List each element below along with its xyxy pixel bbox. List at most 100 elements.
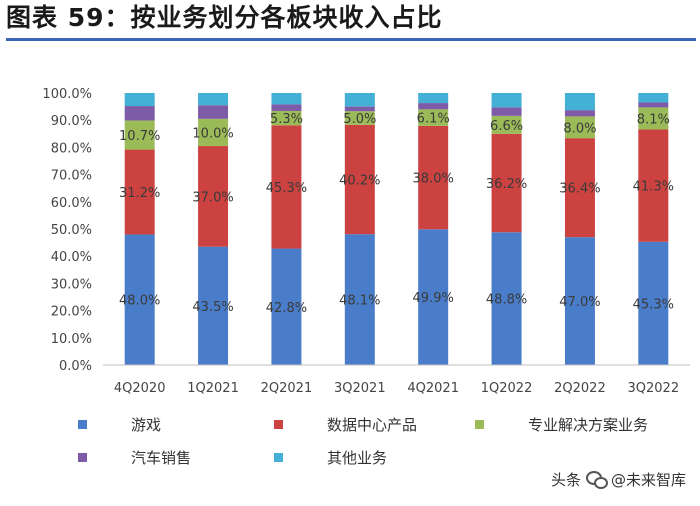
data-label: 10.0% — [192, 126, 233, 141]
x-tick-label: 2Q2022 — [554, 381, 606, 396]
data-label: 10.7% — [119, 129, 160, 144]
bar-segment — [344, 111, 375, 125]
y-tick-label: 60.0% — [51, 196, 92, 211]
bar-segment — [198, 105, 229, 119]
data-label: 45.3% — [633, 297, 674, 312]
title-underline — [6, 38, 696, 41]
bar-segment — [491, 107, 522, 116]
bar-segment — [564, 93, 595, 111]
bar-segment — [638, 102, 669, 108]
x-tick-label: 4Q2021 — [407, 381, 459, 396]
bar-segment — [418, 125, 449, 230]
bar-segment — [491, 93, 522, 108]
bar-segment — [418, 109, 449, 126]
bar-segment — [564, 138, 595, 238]
bar-segment — [271, 93, 302, 105]
data-label: 48.0% — [119, 294, 160, 309]
x-tick-label: 3Q2021 — [334, 381, 386, 396]
legend-label-pro-visualization: 专业解决方案业务 — [528, 415, 649, 434]
y-tick-label: 10.0% — [51, 332, 92, 347]
chart-title: 图表 59：按业务划分各板块收入占比 — [6, 3, 443, 32]
legend-item-pro-visualization: 专业解决方案业务 — [475, 414, 648, 434]
watermark: 头条 @未来智库 — [551, 466, 686, 492]
data-label: 31.2% — [119, 186, 160, 201]
bar-segment — [418, 93, 449, 104]
bar-segment — [344, 93, 375, 107]
legend-swatch-datacenter — [274, 419, 283, 429]
bar-segment — [198, 146, 229, 247]
wechat-icon — [585, 468, 608, 490]
legend-label-other: 其他业务 — [327, 448, 388, 467]
bar-segment — [491, 232, 522, 365]
bar-segment — [198, 118, 229, 147]
data-label: 48.8% — [486, 293, 527, 308]
bar-segment — [491, 133, 522, 233]
bar-segment — [638, 241, 669, 365]
data-label: 42.8% — [266, 301, 307, 316]
y-tick-label: 50.0% — [51, 223, 92, 238]
data-label: 5.3% — [270, 112, 303, 127]
data-label: 48.1% — [339, 294, 380, 309]
bar-segment — [124, 106, 155, 121]
data-label: 49.9% — [413, 291, 454, 306]
data-label: 45.3% — [266, 181, 307, 196]
bar-segment — [198, 246, 229, 365]
data-label: 8.0% — [563, 121, 596, 136]
legend-item-gaming: 游戏 — [78, 414, 161, 434]
y-tick-label: 0.0% — [59, 359, 92, 374]
data-label: 36.4% — [559, 182, 600, 197]
bar-segment — [564, 110, 595, 117]
legend-item-other: 其他业务 — [274, 447, 387, 467]
x-tick-label: 2Q2021 — [261, 381, 313, 396]
legend-label-gaming: 游戏 — [131, 415, 162, 434]
x-tick-label: 1Q2022 — [481, 381, 533, 396]
bar-segment — [418, 229, 449, 365]
data-label: 43.5% — [192, 300, 233, 315]
legend-label-automotive: 汽车销售 — [131, 448, 192, 467]
bar-segment — [271, 104, 302, 111]
data-label: 37.0% — [192, 190, 233, 205]
bar-segment — [638, 129, 669, 242]
bar-segment — [124, 93, 155, 107]
bar-segment — [198, 93, 229, 106]
y-tick-label: 70.0% — [51, 169, 92, 184]
bar-segment — [344, 124, 375, 235]
bar-segment — [344, 234, 375, 365]
bar-segment — [124, 120, 155, 150]
legend-item-automotive: 汽车销售 — [78, 447, 191, 467]
bar-segment — [124, 149, 155, 235]
legend-swatch-other — [274, 452, 283, 462]
bar-segment — [344, 106, 375, 112]
data-label: 8.1% — [637, 112, 670, 127]
bar-segment — [271, 110, 302, 126]
y-tick-label: 20.0% — [51, 305, 92, 320]
bar-segment — [271, 125, 302, 249]
bar-segment — [418, 103, 449, 110]
x-tick-label: 4Q2020 — [114, 381, 166, 396]
legend-swatch-automotive — [78, 452, 87, 462]
bar-segment — [638, 107, 669, 130]
bar-segment — [491, 115, 522, 134]
legend-swatch-pro-visualization — [475, 419, 484, 429]
y-tick-label: 90.0% — [51, 114, 92, 129]
data-label: 47.0% — [559, 295, 600, 310]
legend-swatch-gaming — [78, 419, 87, 429]
watermark-name: @未来智库 — [610, 470, 686, 489]
bar-segment — [564, 116, 595, 139]
legend-item-datacenter: 数据中心产品 — [274, 414, 417, 434]
bar-segment — [124, 234, 155, 365]
data-label: 6.1% — [417, 112, 450, 127]
bar-segment — [638, 93, 669, 103]
y-tick-label: 100.0% — [42, 87, 92, 102]
bar-segment — [564, 237, 595, 365]
legend-label-datacenter: 数据中心产品 — [327, 415, 418, 434]
data-label: 40.2% — [339, 173, 380, 188]
y-tick-label: 80.0% — [51, 141, 92, 156]
y-tick-label: 40.0% — [51, 250, 92, 265]
x-tick-label: 3Q2022 — [628, 381, 680, 396]
y-tick-label: 30.0% — [51, 277, 92, 292]
data-label: 36.2% — [486, 177, 527, 192]
bar-segment — [271, 248, 302, 365]
data-label: 5.0% — [343, 112, 376, 127]
